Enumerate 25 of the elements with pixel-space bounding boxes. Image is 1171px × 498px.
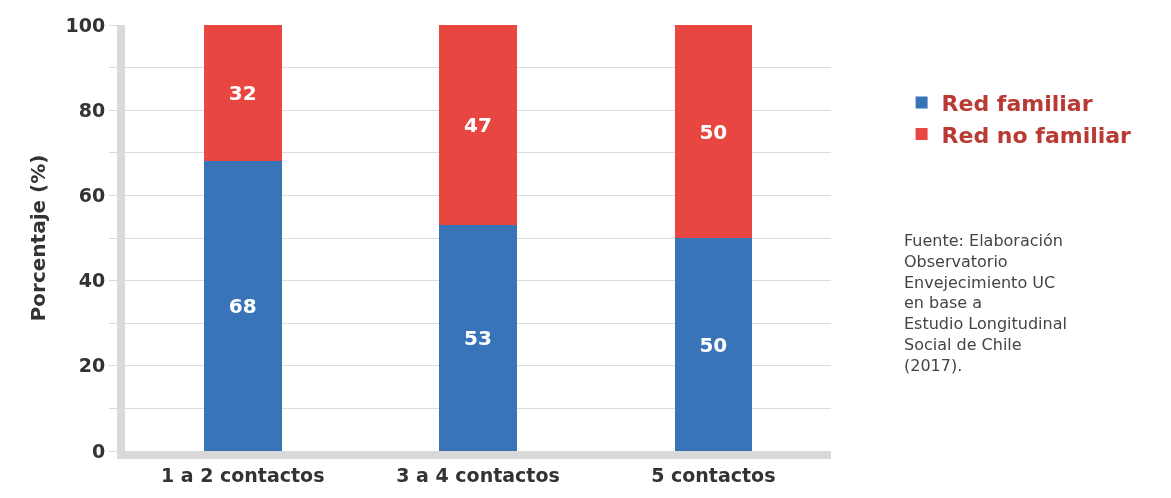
bar: [439, 25, 517, 226]
data-label: 68: [228, 294, 257, 319]
bar: [203, 25, 282, 162]
y-tick-label: 0: [91, 439, 106, 462]
source-note: Fuente: Elaboración Observatorio Envejecimiento UC en base a Estudio Longitudinal Social de Chile (2017).: [904, 231, 1067, 375]
y-tick-label: 100: [65, 13, 106, 36]
x-tick-label: 1 a 2 contactos: [160, 463, 325, 486]
bar: [203, 161, 282, 451]
bar: [674, 25, 753, 238]
bar: [439, 225, 517, 451]
y-tick-label: 80: [78, 98, 106, 121]
y-tick-label: 60: [78, 184, 106, 207]
legend-label: Red familiar: [941, 91, 1093, 117]
x-tick-label: 3 a 4 contactos: [396, 463, 560, 486]
y-tick-label: 40: [78, 269, 106, 292]
data-label: 50: [699, 332, 728, 357]
data-label: 53: [464, 326, 492, 351]
y-tick-label: 20: [78, 354, 106, 377]
y-axis-title: Porcentaje (%): [25, 154, 50, 322]
data-label: 47: [464, 113, 492, 138]
legend-label: Red no familiar: [941, 122, 1132, 148]
x-tick-label: 5 contactos: [651, 463, 776, 486]
bar: [674, 238, 753, 451]
data-label: 50: [699, 119, 728, 144]
data-label: 32: [228, 81, 257, 106]
